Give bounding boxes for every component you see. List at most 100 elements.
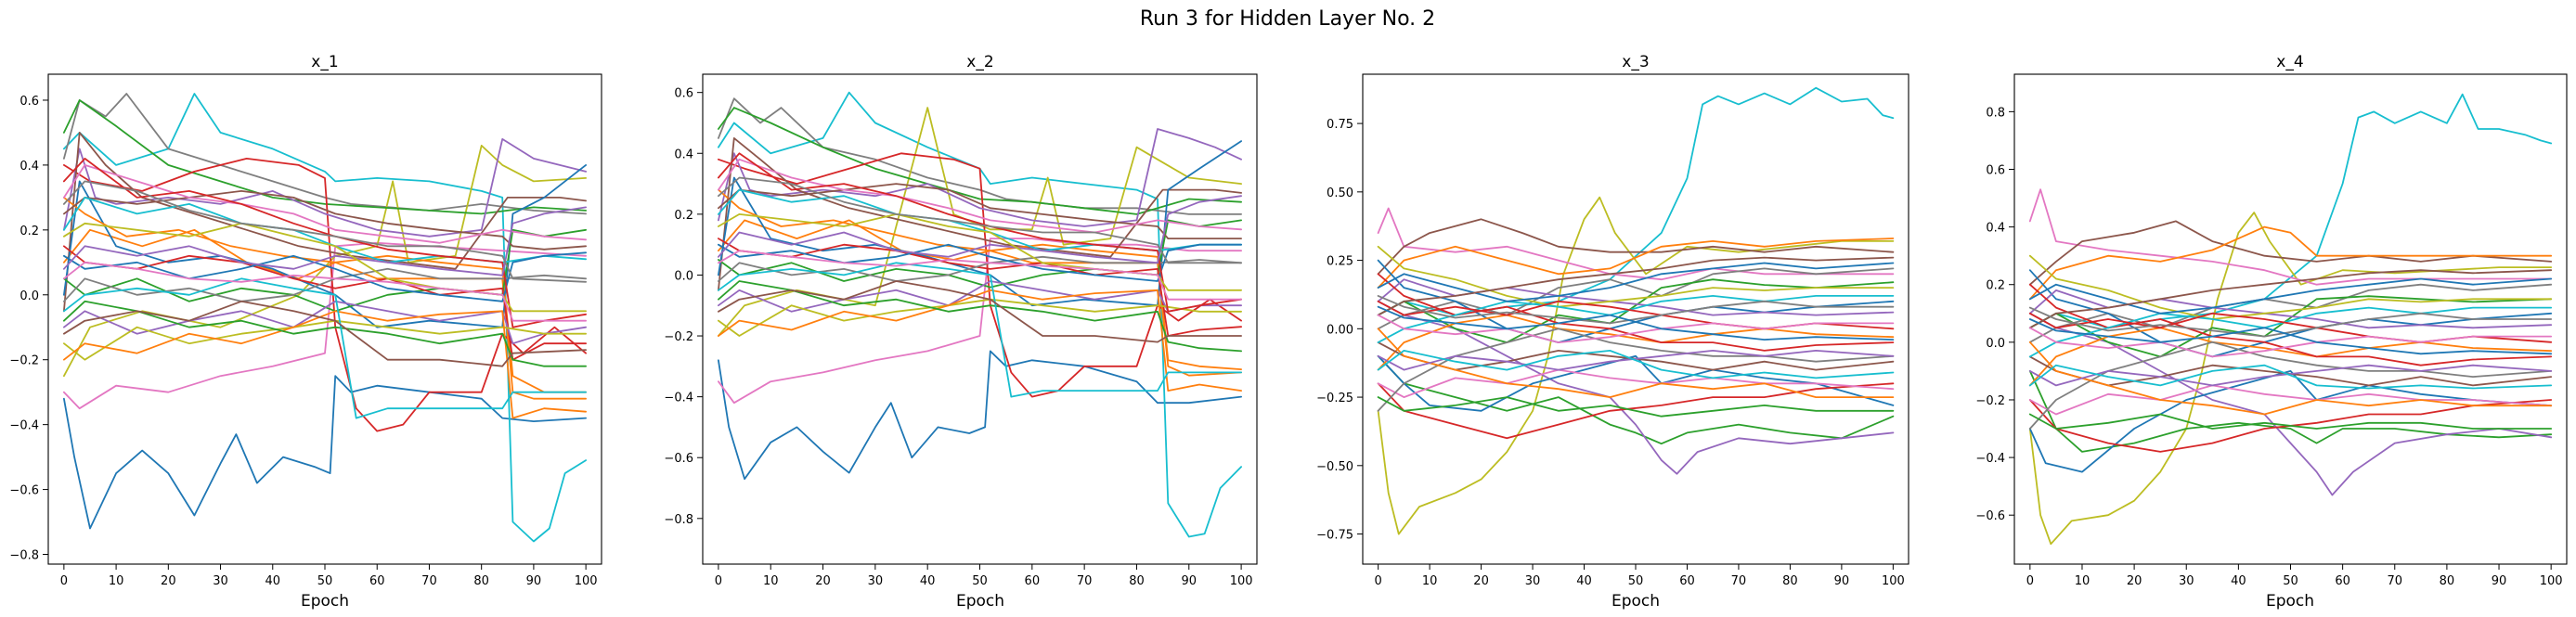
panel-2-xtick-label: 80 — [1129, 574, 1145, 588]
panel-1-xtick-label: 90 — [526, 574, 542, 588]
panel-3-series-25 — [1377, 350, 1895, 371]
panel-1-series-21 — [63, 251, 587, 302]
panel-2-series-12 — [718, 188, 1242, 370]
panel-4-xtick-label: 80 — [2440, 574, 2455, 588]
panel-4-series-17 — [2028, 384, 2553, 416]
panel-4-series-3 — [2028, 370, 2553, 453]
panel-4-series-12 — [2028, 269, 2553, 358]
panel-3-series-4 — [1377, 300, 1895, 475]
panel-1-series-10 — [63, 132, 587, 313]
panel-3-series-21 — [1377, 262, 1895, 302]
panel-2-xtick-label: 100 — [1230, 574, 1253, 588]
panel-3-series-27 — [1377, 314, 1895, 343]
panel-2-xlabel: Epoch — [956, 592, 1004, 611]
panel-3-ytick-label: 0.00 — [1327, 323, 1353, 337]
panel-4-series-28 — [2028, 306, 2553, 338]
panel-3-xtick-label: 50 — [1628, 574, 1644, 588]
panel-3-xtick-label: 90 — [1834, 574, 1850, 588]
panel-2-xtick-label: 20 — [815, 574, 831, 588]
panel-2-series-20 — [718, 188, 1242, 252]
panel-3-ytick-label: −0.50 — [1316, 460, 1353, 474]
panel-4-xtick-label: 40 — [2231, 574, 2246, 588]
panel-3-series-10 — [1377, 267, 1895, 330]
panel-2-xtick-label: 50 — [972, 574, 988, 588]
panel-3-series-5 — [1377, 207, 1895, 281]
panel-2-xtick-label: 10 — [763, 574, 779, 588]
panel-1-series-16 — [63, 190, 587, 251]
panel-2-series-1 — [718, 350, 1242, 481]
panel-1-series-25 — [63, 206, 587, 276]
panel-4: x_4 0 10 20 30 40 50 60 70 80 90 100 −0.6 −0.4 −0.2 0.… — [1975, 53, 2568, 611]
panel-2-series-25 — [718, 195, 1242, 264]
panel-2-ytick-label: 0.4 — [674, 148, 693, 161]
panel-1-series-20 — [63, 197, 587, 264]
panel-2-series-21 — [718, 243, 1242, 282]
panel-3-series-8 — [1377, 238, 1895, 289]
panel-2-xtick-label: 90 — [1182, 574, 1197, 588]
panel-2-series-13 — [718, 219, 1242, 289]
panel-4-series-30 — [2028, 318, 2553, 355]
panel-1-xtick-label: 50 — [317, 574, 333, 588]
panel-3-plot-area: 0 10 20 30 40 50 60 70 80 90 100 −0.75 −0.50 −0.25 0.0… — [1316, 73, 1909, 588]
panel-1-series-12 — [63, 197, 587, 393]
panel-3-xtick-label: 40 — [1576, 574, 1592, 588]
panel-4-series-22 — [2028, 341, 2553, 416]
panel-4-xlabel: Epoch — [2266, 592, 2314, 611]
panel-3-xtick-label: 80 — [1782, 574, 1798, 588]
panel-1-series-30 — [63, 300, 587, 367]
panel-3-ytick-label: 0.25 — [1327, 255, 1353, 269]
panel-1-xtick-label: 30 — [213, 574, 228, 588]
panel-4-ytick-label: −0.6 — [1975, 509, 2005, 523]
panel-4-xtick-label: 100 — [2540, 574, 2563, 588]
panel-2-ytick-label: −0.8 — [664, 513, 693, 527]
panel-3-series-15 — [1377, 273, 1895, 352]
panel-3-xlabel: Epoch — [1612, 592, 1660, 611]
panel-3-series-9 — [1377, 382, 1895, 440]
panel-1-title: x_1 — [311, 53, 338, 71]
panel-4-xtick-label: 30 — [2179, 574, 2194, 588]
panel-2-xtick-label: 60 — [1025, 574, 1041, 588]
panel-2-series-group — [718, 91, 1242, 538]
panel-1-ytick-label: −0.6 — [9, 484, 39, 498]
panel-3-ytick-label: −0.75 — [1316, 529, 1353, 543]
panel-4-series-7 — [2028, 370, 2553, 473]
panel-3-xtick-label: 20 — [1473, 574, 1489, 588]
panel-4-series-27 — [2028, 327, 2553, 358]
panel-2-series-6 — [718, 107, 1242, 215]
panel-4-ytick-label: 0.8 — [1986, 106, 2005, 120]
panel-4-ytick-label: 0.0 — [1986, 337, 2005, 351]
panel-2-series-17 — [718, 158, 1242, 234]
panel-1-series-29 — [63, 261, 587, 322]
panel-4-series-25 — [2028, 364, 2553, 387]
panel-2-series-28 — [718, 176, 1242, 264]
panel-3-series-group — [1377, 86, 1895, 535]
panel-4-xtick-label: 10 — [2075, 574, 2091, 588]
panel-3-series-2 — [1377, 196, 1895, 535]
panel-1-xtick-label: 10 — [109, 574, 124, 588]
panel-3-series-19 — [1377, 245, 1895, 308]
panel-4-ytick-label: 0.6 — [1986, 163, 2005, 177]
panel-3-series-7 — [1377, 354, 1895, 412]
panel-3-series-23 — [1377, 396, 1895, 418]
panel-1-xtick-label: 20 — [161, 574, 176, 588]
panel-4-plot-area: 0 10 20 30 40 50 60 70 80 90 100 −0.6 −0.4 −0.2 0.0 0.2… — [1975, 73, 2568, 588]
panel-1-series-1 — [63, 375, 587, 530]
panel-3: x_3 0 10 20 30 40 50 60 70 80 90 100 −0.75 −0.50 −0.2… — [1316, 53, 1909, 611]
panel-2-xtick-label: 70 — [1077, 574, 1093, 588]
panel-4-series-14 — [2028, 289, 2553, 329]
panel-1-series-17 — [63, 164, 587, 244]
panel-1-ytick-label: 0.2 — [19, 225, 39, 238]
panel-3-xtick-label: 70 — [1731, 574, 1747, 588]
panel-2: x_2 0 10 20 30 40 50 60 70 80 90 100 −0.8 −0.6 −0.4 −0… — [664, 53, 1258, 611]
panel-4-series-19 — [2028, 254, 2553, 320]
panel-2-frame — [702, 73, 1258, 565]
panel-1-xtick-label: 0 — [60, 574, 68, 588]
panel-4-ytick-label: 0.2 — [1986, 279, 2005, 293]
panel-2-series-3 — [718, 238, 1242, 405]
panel-4-xtick-label: 70 — [2387, 574, 2402, 588]
panel-2-ytick-label: −0.2 — [664, 330, 693, 344]
panel-3-series-26 — [1377, 256, 1895, 316]
panel-3-xtick-label: 30 — [1525, 574, 1541, 588]
panel-2-ytick-label: 0.6 — [674, 87, 693, 101]
panel-1-series-22 — [63, 310, 587, 419]
